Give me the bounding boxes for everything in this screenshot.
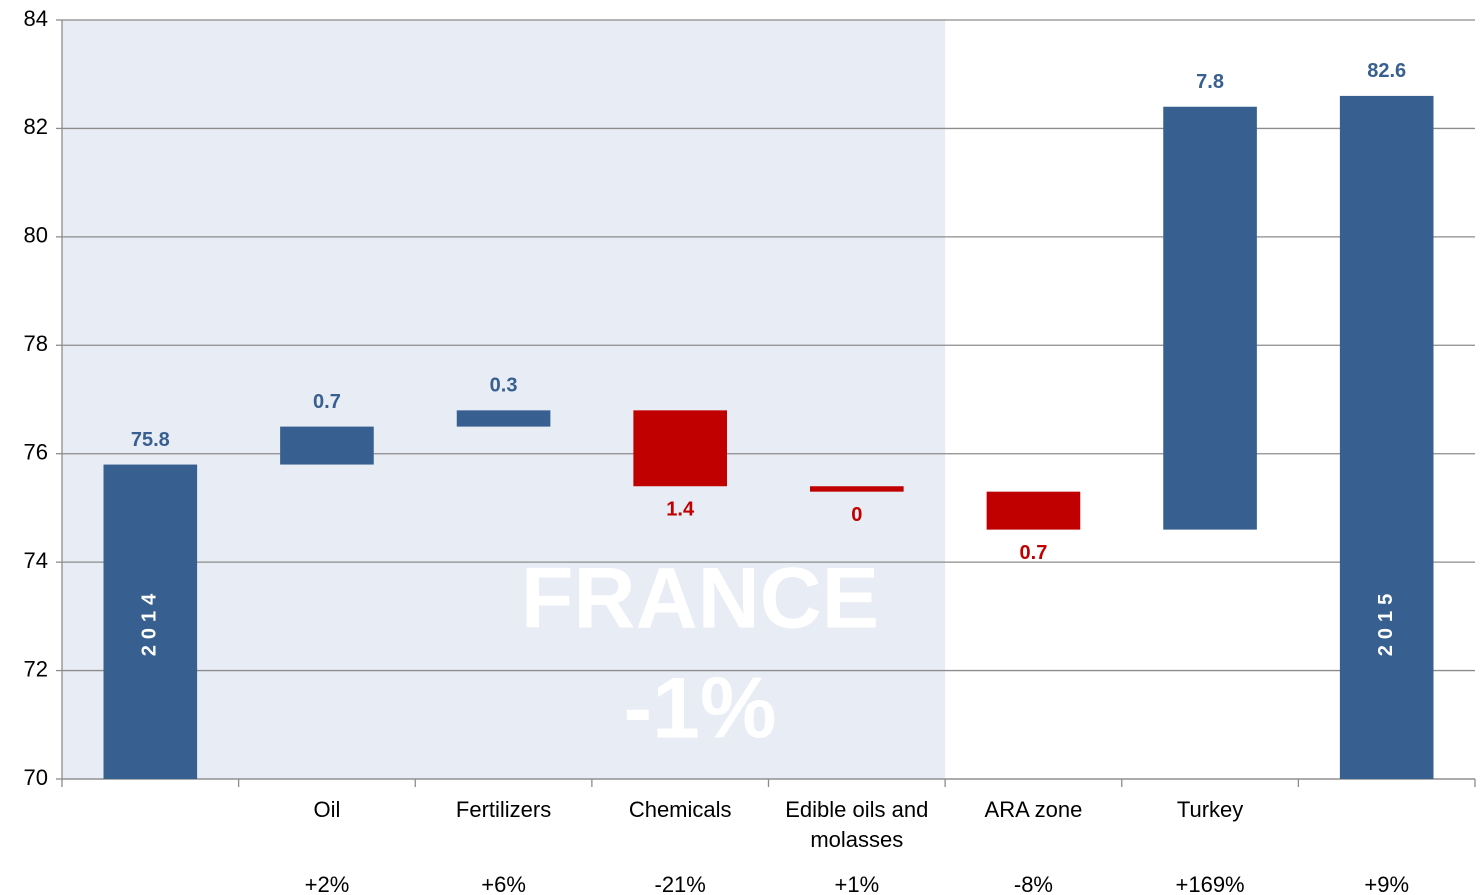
data-label: 82.6 xyxy=(1367,60,1406,82)
bar xyxy=(1339,95,1434,779)
region-label: FRANCE xyxy=(521,551,879,647)
x-tick-label: Turkey xyxy=(1176,797,1244,822)
y-tick-label: 78 xyxy=(24,331,48,356)
shaded-region xyxy=(62,20,946,779)
change-label: +2% xyxy=(304,872,350,895)
bar xyxy=(633,410,727,487)
change-label: -21% xyxy=(654,872,706,895)
x-tick-label: Fertilizers xyxy=(455,797,552,822)
y-tick-label: 74 xyxy=(24,548,48,573)
bar-inner-label: 2015 xyxy=(1375,588,1397,657)
y-tick-label: 70 xyxy=(24,765,48,790)
y-tick-label: 84 xyxy=(24,6,48,31)
data-label: 0.7 xyxy=(1020,542,1048,564)
change-label: +9% xyxy=(1364,872,1410,895)
data-label: 1.4 xyxy=(666,499,695,521)
change-label: +1% xyxy=(834,872,880,895)
x-tick-label: Chemicals xyxy=(628,797,732,822)
bar xyxy=(810,486,904,492)
data-label: 0.3 xyxy=(490,375,518,397)
data-label: 0 xyxy=(851,504,862,526)
bar-inner-label: 2014 xyxy=(139,588,161,657)
change-label: -8% xyxy=(1013,872,1053,895)
bar xyxy=(986,491,1081,530)
bar xyxy=(280,426,374,465)
bar xyxy=(1163,106,1257,530)
y-tick-label: 72 xyxy=(24,656,48,681)
y-tick-label: 80 xyxy=(24,223,48,248)
x-tick-label: Edible oils and molasses xyxy=(785,797,929,852)
bar xyxy=(456,410,551,427)
region-label: -1% xyxy=(624,661,777,757)
data-label: 7.8 xyxy=(1196,71,1224,93)
bar xyxy=(103,464,198,779)
data-label: 75.8 xyxy=(131,429,170,451)
x-tick-label: ARA zone xyxy=(984,797,1083,822)
x-tick-label: Oil xyxy=(313,797,341,822)
change-label: +169% xyxy=(1175,872,1245,895)
y-tick-label: 82 xyxy=(24,114,48,139)
y-tick-label: 76 xyxy=(24,440,48,465)
data-label: 0.7 xyxy=(313,391,341,413)
change-label: +6% xyxy=(481,872,526,895)
